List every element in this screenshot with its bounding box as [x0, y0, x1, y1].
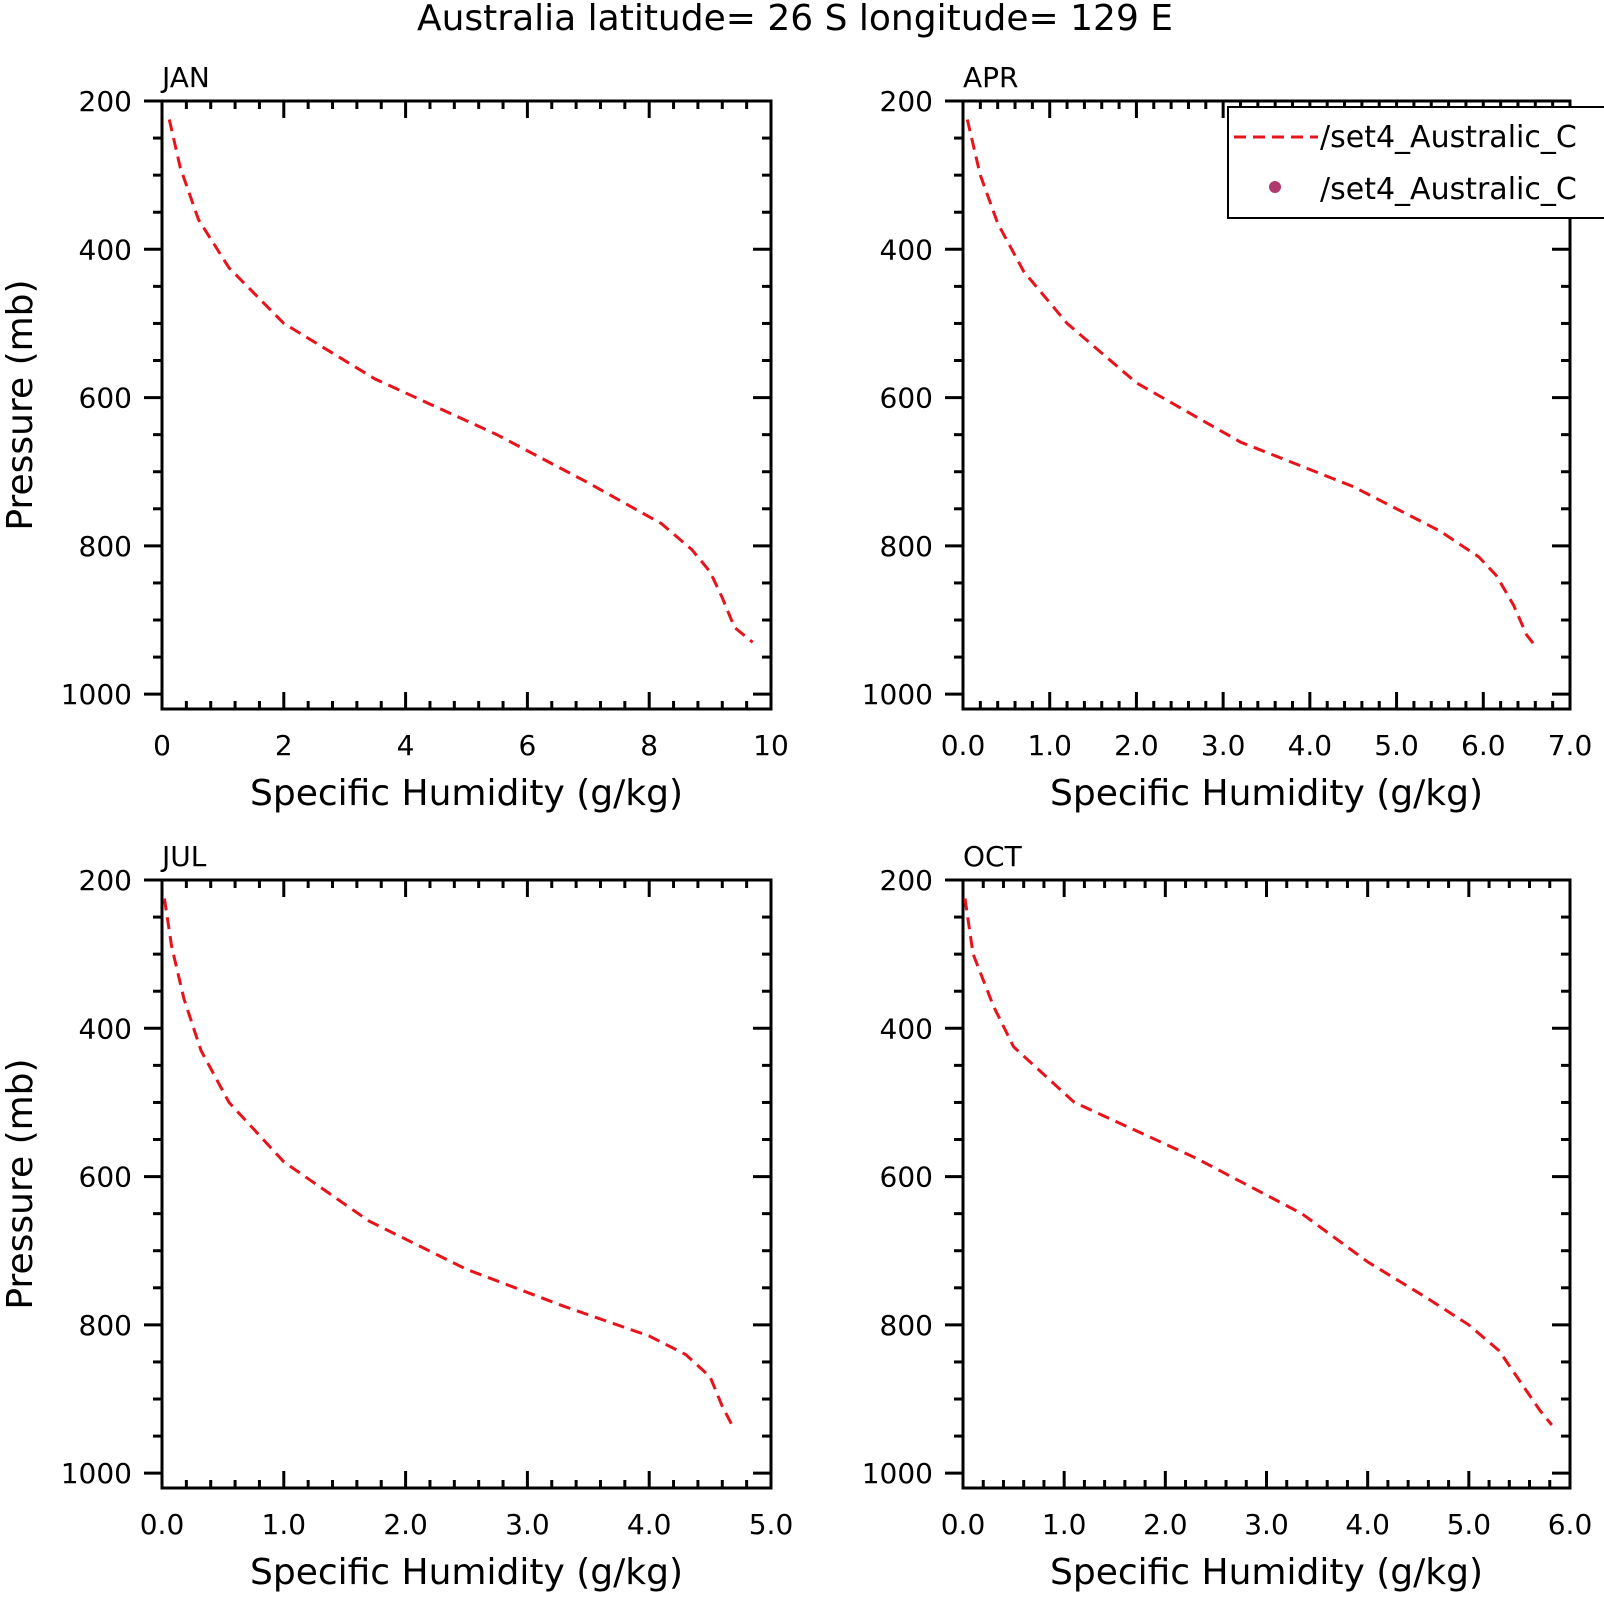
panel-jan: JAN 0 2 4 6 8 10 200 400 600 800 1000 Specific Humid…: [0, 61, 789, 814]
x-tick-label: 1.0: [1042, 1508, 1087, 1541]
x-axis-label: Specific Humidity (g/kg): [1050, 1552, 1483, 1593]
y-tick-label: 200: [880, 85, 933, 118]
x-tick-label: 0.0: [941, 1508, 986, 1541]
plot-frame: [961, 878, 1572, 1490]
x-tick-label: 0: [153, 729, 171, 762]
x-tick-label: 10: [753, 729, 789, 762]
legend-label: /set4_Australic_C: [1320, 120, 1577, 155]
x-tick-label: 8: [640, 729, 658, 762]
y-tick-label: 600: [79, 382, 132, 415]
x-tick-label: 3.0: [1244, 1508, 1289, 1541]
panel-label: OCT: [963, 840, 1023, 873]
y-tick-label: 400: [79, 1012, 132, 1045]
x-tick-label: 7.0: [1548, 729, 1593, 762]
x-tick-label: 0.0: [941, 729, 986, 762]
x-tick-label: 4.0: [1288, 729, 1333, 762]
legend-dot-swatch: [1269, 181, 1281, 193]
legend-box: [1227, 106, 1604, 219]
series-line: [963, 898, 1553, 1426]
y-tick-label: 800: [880, 530, 933, 563]
panel-label: JUL: [160, 840, 207, 873]
x-tick-label: 3.0: [1201, 729, 1246, 762]
plot-frame: [160, 99, 773, 711]
y-tick-label: 800: [79, 530, 132, 563]
figure-title: Australia latitude= 26 S longitude= 129 …: [417, 0, 1173, 39]
panel-apr: APR 0.0 1.0 2.0 3.0 4.0 5.0 6.0 7.0 200 400 600 800 1…: [862, 61, 1593, 814]
x-tick-label: 5.0: [749, 1508, 794, 1541]
x-tick-label: 6.0: [1548, 1508, 1593, 1541]
y-tick-label: 1000: [61, 678, 132, 711]
x-axis-label: Specific Humidity (g/kg): [250, 1552, 683, 1593]
plot-frame: [961, 99, 1572, 711]
series-line: [162, 898, 734, 1426]
x-tick-label: 4.0: [627, 1508, 672, 1541]
x-tick-label: 4: [397, 729, 415, 762]
x-axis-label: Specific Humidity (g/kg): [1050, 773, 1483, 814]
x-tick-label: 6.0: [1461, 729, 1506, 762]
series-line: [167, 119, 754, 644]
y-tick-label: 600: [880, 382, 933, 415]
y-tick-label: 1000: [862, 678, 933, 711]
legend: /set4_Australic_C/set4_Australic_C: [1227, 106, 1604, 219]
y-axis-label: Pressure (mb): [0, 279, 41, 530]
plot-frame: [160, 878, 773, 1490]
x-tick-label: 2.0: [1143, 1508, 1188, 1541]
y-tick-label: 600: [880, 1161, 933, 1194]
x-tick-label: 1.0: [1027, 729, 1072, 762]
x-tick-label: 2.0: [383, 1508, 428, 1541]
x-tick-label: 4.0: [1345, 1508, 1390, 1541]
y-tick-label: 1000: [862, 1457, 933, 1490]
y-tick-label: 200: [880, 864, 933, 897]
y-tick-label: 400: [880, 233, 933, 266]
y-axis-label: Pressure (mb): [0, 1058, 41, 1309]
x-tick-label: 5.0: [1374, 729, 1419, 762]
y-tick-label: 1000: [61, 1457, 132, 1490]
panel-label: APR: [963, 61, 1019, 94]
y-tick-label: 200: [79, 864, 132, 897]
panel-jul: JUL 0.0 1.0 2.0 3.0 4.0 5.0 200 400 600 800 1000 Spe…: [0, 840, 793, 1593]
x-tick-label: 1.0: [262, 1508, 307, 1541]
y-tick-label: 400: [79, 233, 132, 266]
y-tick-label: 800: [79, 1309, 132, 1342]
panel-oct: OCT 0.0 1.0 2.0 3.0 4.0 5.0 6.0 200 400 600 800 1000…: [862, 840, 1593, 1593]
panels: JAN 0 2 4 6 8 10 200 400 600 800 1000 Specific Humid…: [0, 61, 1592, 1593]
y-tick-label: 600: [79, 1161, 132, 1194]
x-tick-label: 3.0: [505, 1508, 550, 1541]
y-tick-label: 800: [880, 1309, 933, 1342]
x-axis-label: Specific Humidity (g/kg): [250, 773, 683, 814]
y-tick-label: 400: [880, 1012, 933, 1045]
y-tick-label: 200: [79, 85, 132, 118]
series-line: [965, 119, 1537, 647]
panel-label: JAN: [160, 61, 210, 94]
x-tick-label: 2.0: [1114, 729, 1159, 762]
x-tick-label: 5.0: [1447, 1508, 1492, 1541]
x-tick-label: 0.0: [140, 1508, 185, 1541]
legend-label: /set4_Australic_C: [1320, 172, 1577, 207]
x-tick-label: 6: [518, 729, 536, 762]
x-tick-label: 2: [275, 729, 293, 762]
